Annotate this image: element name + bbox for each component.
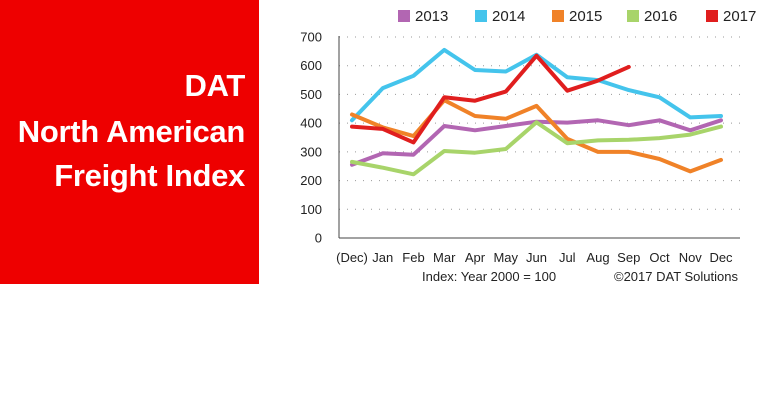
y-tick-label: 700 [300,30,322,45]
x-tick-label: Apr [465,250,486,265]
series-line-2013 [350,118,723,167]
legend-label-2017: 2017 [723,8,756,25]
title-panel: DAT North American Freight Index [0,0,259,284]
title-line-1: DAT [184,68,245,103]
series-line-2014 [350,47,723,123]
legend-swatch-2015 [552,10,564,22]
legend-swatch-2016 [627,10,639,22]
chart-area: 0 100 200 300 400 500 600 700 (Dec) Jan Feb Mar Apr M… [270,0,770,290]
series-line-2016 [350,120,723,177]
x-tick-label: Nov [679,250,703,265]
series-line-2017 [350,53,631,145]
x-tick-label: Mar [433,250,456,265]
title-line-2: North American [17,114,246,149]
footnote-index: Index: Year 2000 = 100 [422,269,556,284]
x-tick-label: Aug [586,250,609,265]
legend-label-2015: 2015 [569,8,602,25]
x-tick-label: Jul [559,250,576,265]
y-tick-label: 600 [300,58,322,73]
x-tick-label: May [493,250,518,265]
legend-swatch-2014 [475,10,487,22]
y-tick-label: 200 [300,173,322,188]
y-tick-label: 0 [315,231,322,246]
title-line-3: Freight Index [54,158,245,193]
y-tick-label: 400 [300,116,322,131]
footnote-copyright: ©2017 DAT Solutions [614,269,739,284]
x-tick-label: Sep [617,250,640,265]
line-chart: 0 100 200 300 400 500 600 700 (Dec) Jan Feb Mar Apr M… [300,8,756,284]
y-tick-label: 100 [300,202,322,217]
legend-label-2014: 2014 [492,8,525,25]
legend-swatch-2013 [398,10,410,22]
x-tick-label: Dec [709,250,733,265]
x-tick-label: (Dec) [336,250,368,265]
legend-label-2013: 2013 [415,8,448,25]
y-tick-label: 500 [300,87,322,102]
x-tick-label: Jan [372,250,393,265]
x-tick-label: Oct [649,250,670,265]
x-tick-label: Feb [402,250,424,265]
y-tick-label: 300 [300,144,322,159]
legend-label-2016: 2016 [644,8,677,25]
x-tick-label: Jun [526,250,547,265]
series-line-2015 [350,98,723,174]
legend-swatch-2017 [706,10,718,22]
